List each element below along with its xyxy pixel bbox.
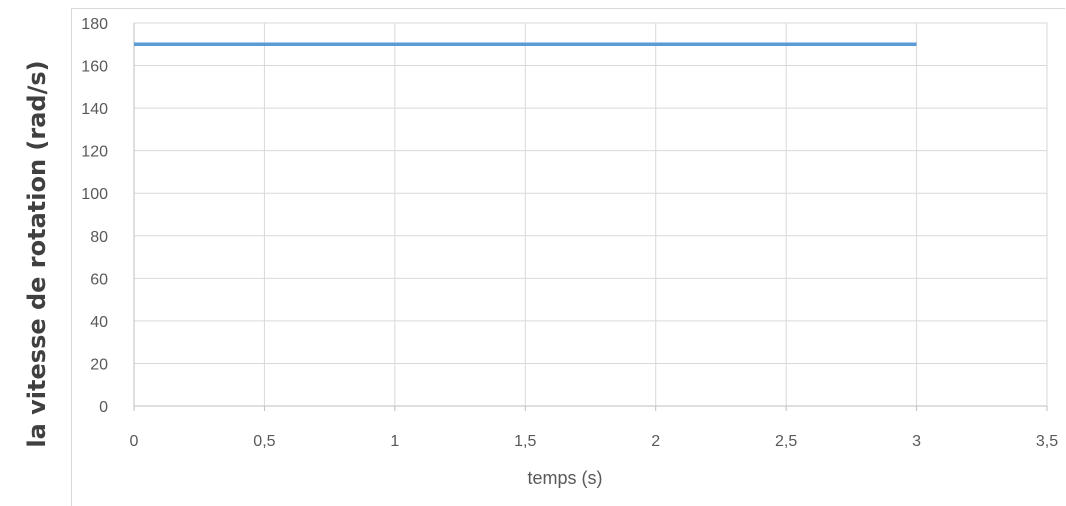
x-tick-label: 0 xyxy=(130,433,139,450)
y-tick-label: 120 xyxy=(81,144,108,161)
y-tick-label: 160 xyxy=(81,59,108,76)
horizontal-gridlines xyxy=(134,22,1047,364)
y-tick-label: 180 xyxy=(81,16,108,33)
y-tick-label: 0 xyxy=(99,399,108,416)
y-axis-title: la vitesse de rotation (rad/s) xyxy=(23,60,51,447)
x-tick-label: 0,5 xyxy=(253,433,275,450)
x-axis-title: temps (s) xyxy=(527,468,602,488)
x-tick-label: 2,5 xyxy=(775,433,797,450)
x-tick-label: 3 xyxy=(912,433,921,450)
x-tick-label: 1 xyxy=(390,433,399,450)
x-tick-labels: 0 0,5 1 1,5 2 2,5 3 3,5 xyxy=(130,433,1059,450)
x-tick-label: 1,5 xyxy=(514,433,536,450)
y-tick-label: 60 xyxy=(90,271,108,288)
y-tick-label: 20 xyxy=(90,356,108,373)
y-tick-label: 40 xyxy=(90,314,108,331)
y-tick-labels: 0 20 40 60 80 100 120 140 160 180 xyxy=(81,16,108,416)
x-tick-label: 3,5 xyxy=(1036,433,1058,450)
axes xyxy=(133,23,1048,411)
y-tick-label: 100 xyxy=(81,186,108,203)
y-tick-label: 140 xyxy=(81,101,108,118)
vertical-gridlines xyxy=(263,23,1048,406)
y-tick-label: 80 xyxy=(90,229,108,246)
chart-frame xyxy=(71,8,1065,506)
x-tick-label: 2 xyxy=(651,433,660,450)
